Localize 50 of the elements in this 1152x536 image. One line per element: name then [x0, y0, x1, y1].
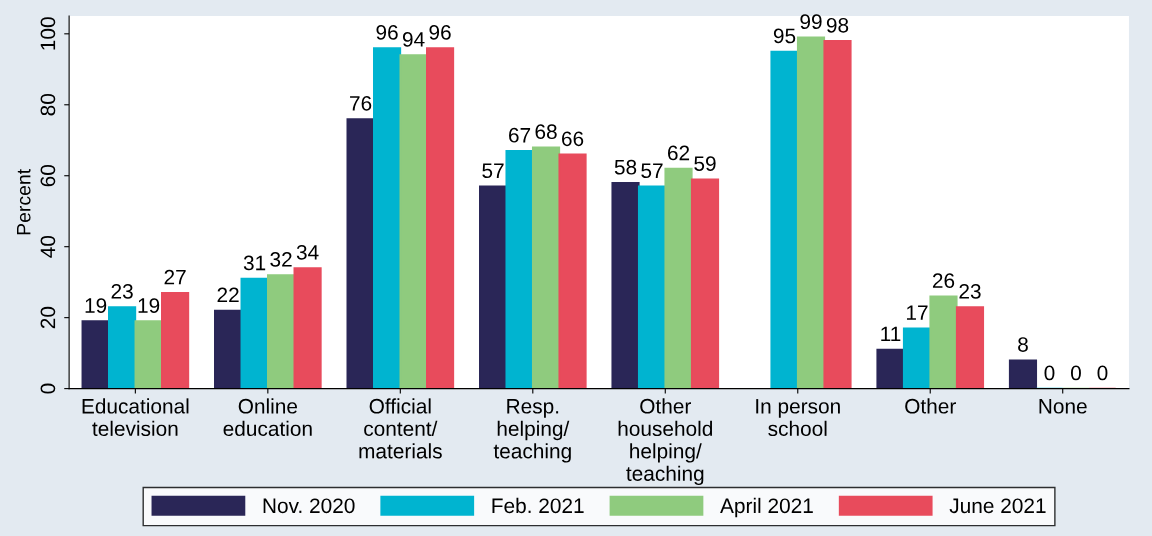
data-label: 96: [429, 24, 451, 40]
data-label: 68: [535, 124, 557, 140]
legend-label: April 2021: [720, 497, 813, 518]
y-tick-label: 40: [40, 235, 56, 258]
data-label: 11: [881, 326, 901, 342]
data-label: 57: [482, 163, 504, 179]
y-tick-label: 60: [40, 164, 56, 187]
legend-label: Feb. 2021: [492, 497, 584, 514]
data-label: 22: [217, 287, 239, 303]
data-label: 32: [270, 252, 292, 267]
data-label: 96: [376, 24, 398, 40]
data-label: 0: [1097, 365, 1108, 381]
y-axis-title: Percent: [17, 168, 31, 235]
legend-label: Nov. 2020: [263, 498, 355, 514]
data-label: 57: [641, 163, 663, 179]
x-tick-label: Other: [905, 398, 956, 414]
x-tick-label: Official content/ materials: [359, 398, 442, 459]
data-label: 34: [296, 244, 319, 260]
x-tick-label: Online education: [223, 398, 312, 437]
data-label: 59: [694, 156, 716, 171]
x-tick-label: Other household helping/ teaching: [618, 398, 713, 486]
y-tick-label: 100: [40, 17, 56, 50]
data-label: 17: [907, 305, 928, 320]
x-tick-label: None: [1039, 399, 1087, 414]
data-label: 76: [350, 95, 372, 111]
data-label: 23: [959, 283, 981, 299]
y-tick-label: 80: [40, 94, 56, 116]
data-label: 19: [85, 298, 107, 313]
data-label: 19: [138, 298, 160, 313]
data-label: 26: [932, 273, 955, 289]
y-tick-label: 20: [40, 306, 56, 329]
data-label: 58: [614, 159, 637, 175]
data-label: 67: [509, 127, 531, 143]
x-tick-label: Educational television: [82, 398, 189, 437]
x-tick-label: Resp. helping/ teaching: [493, 399, 571, 463]
data-label: 23: [111, 283, 133, 299]
data-label: 27: [164, 269, 186, 285]
data-label: 31: [243, 255, 266, 271]
data-label: 62: [668, 145, 690, 161]
data-label: 98: [826, 17, 849, 33]
data-label: 95: [773, 28, 796, 44]
x-tick-label: In person school: [756, 399, 840, 437]
data-label: 0: [1070, 365, 1081, 381]
data-label: 99: [800, 14, 822, 30]
data-label: 94: [402, 32, 425, 47]
data-label: 8: [1018, 337, 1028, 352]
data-label: 0: [1044, 365, 1055, 381]
y-tick-label: 0: [40, 383, 56, 394]
legend-label: June 2021: [949, 498, 1046, 514]
data-label: 66: [562, 131, 584, 147]
